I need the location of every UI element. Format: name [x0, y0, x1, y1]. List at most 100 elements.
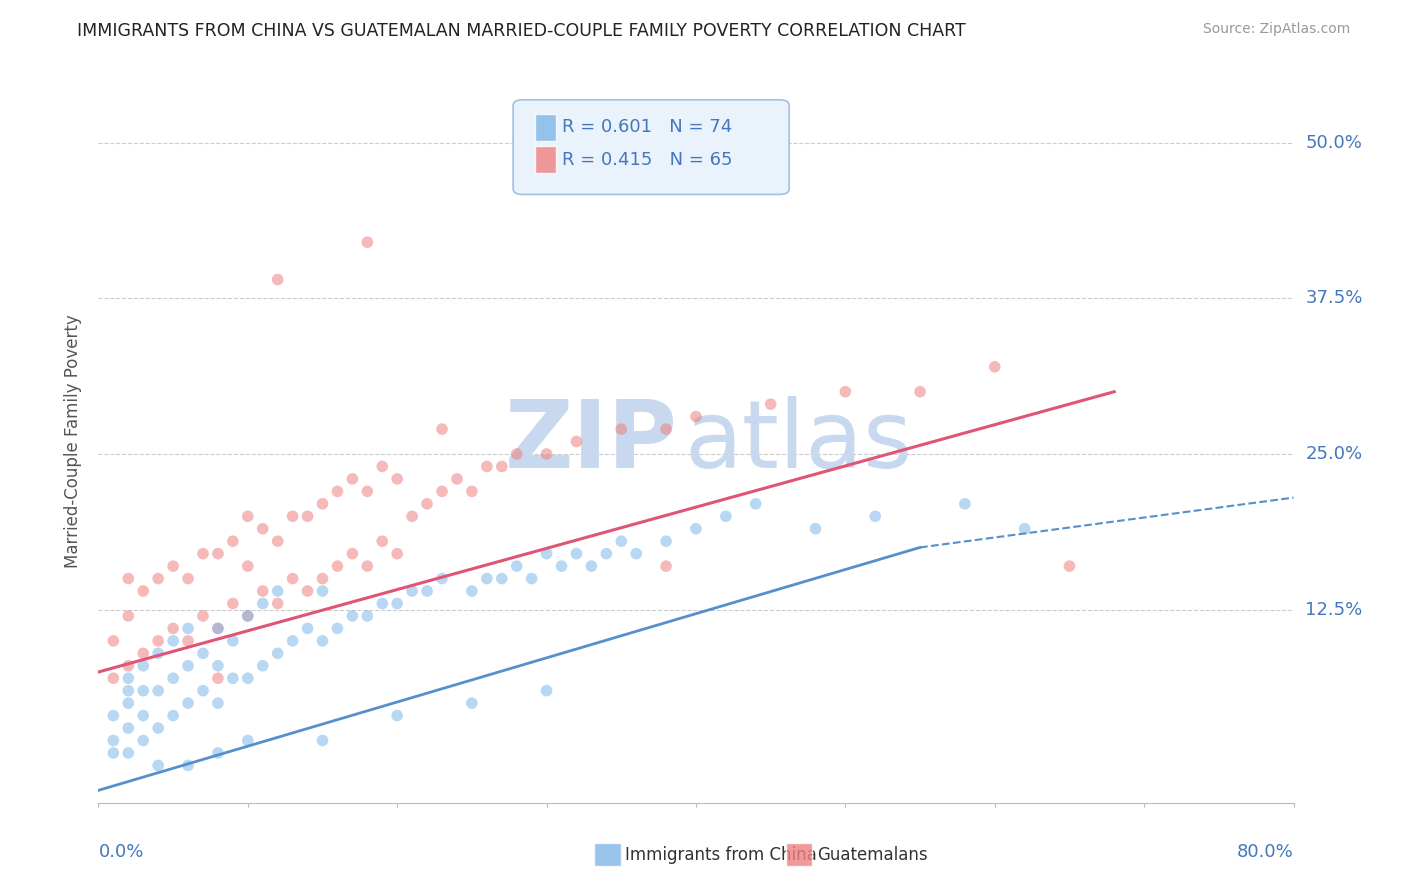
Point	[117, 746, 139, 760]
Point	[148, 633, 170, 648]
Point	[148, 683, 170, 698]
Point	[191, 683, 214, 698]
Point	[177, 696, 200, 710]
Point	[356, 484, 378, 499]
Text: R = 0.415   N = 65: R = 0.415 N = 65	[562, 151, 733, 169]
Point	[416, 584, 439, 599]
Point	[311, 572, 333, 586]
Point	[342, 472, 364, 486]
Point	[222, 597, 245, 611]
Point	[311, 633, 333, 648]
Text: Immigrants from China: Immigrants from China	[626, 846, 817, 863]
FancyBboxPatch shape	[534, 113, 557, 141]
Point	[311, 497, 333, 511]
Point	[491, 459, 513, 474]
Point	[117, 572, 139, 586]
Point	[297, 584, 319, 599]
Point	[191, 547, 214, 561]
Point	[401, 584, 423, 599]
Point	[385, 472, 409, 486]
Point	[236, 609, 259, 624]
Point	[207, 696, 229, 710]
Point	[252, 522, 274, 536]
Point	[132, 708, 155, 723]
Point	[297, 509, 319, 524]
Point	[385, 547, 409, 561]
Point	[236, 733, 259, 747]
Point	[461, 484, 484, 499]
Text: 37.5%: 37.5%	[1306, 289, 1362, 307]
Point	[132, 646, 155, 660]
Point	[342, 609, 364, 624]
Point	[117, 721, 139, 735]
Point	[236, 559, 259, 574]
Point	[236, 509, 259, 524]
Point	[132, 584, 155, 599]
Point	[430, 422, 453, 436]
Text: 12.5%: 12.5%	[1306, 600, 1362, 619]
Point	[222, 671, 245, 685]
Point	[385, 597, 409, 611]
Point	[281, 572, 304, 586]
Point	[117, 696, 139, 710]
Point	[162, 671, 184, 685]
Point	[267, 534, 290, 549]
Point	[148, 646, 170, 660]
Text: R = 0.601   N = 74: R = 0.601 N = 74	[562, 119, 733, 136]
Point	[267, 584, 290, 599]
Text: IMMIGRANTS FROM CHINA VS GUATEMALAN MARRIED-COUPLE FAMILY POVERTY CORRELATION CH: IMMIGRANTS FROM CHINA VS GUATEMALAN MARR…	[77, 22, 966, 40]
Text: atlas: atlas	[685, 395, 912, 488]
Point	[491, 572, 513, 586]
Point	[804, 522, 827, 536]
Point	[581, 559, 603, 574]
Point	[565, 434, 588, 449]
Point	[550, 559, 572, 574]
Point	[984, 359, 1007, 374]
Point	[236, 609, 259, 624]
Point	[595, 547, 617, 561]
Point	[117, 671, 139, 685]
Point	[117, 683, 139, 698]
Point	[565, 547, 588, 561]
Point	[371, 597, 394, 611]
Point	[236, 671, 259, 685]
Point	[103, 708, 125, 723]
Point	[506, 447, 529, 461]
Point	[177, 758, 200, 772]
Point	[267, 597, 290, 611]
Point	[177, 658, 200, 673]
Point	[475, 572, 498, 586]
Point	[162, 633, 184, 648]
Point	[103, 633, 125, 648]
Point	[342, 547, 364, 561]
Point	[177, 621, 200, 635]
Point	[430, 572, 453, 586]
Point	[297, 621, 319, 635]
Point	[148, 572, 170, 586]
Point	[475, 459, 498, 474]
Point	[834, 384, 856, 399]
Point	[281, 509, 304, 524]
Point	[371, 534, 394, 549]
Point	[461, 696, 484, 710]
Point	[281, 633, 304, 648]
Point	[162, 708, 184, 723]
Point	[745, 497, 768, 511]
Point	[191, 646, 214, 660]
Point	[132, 658, 155, 673]
Point	[356, 609, 378, 624]
Point	[132, 683, 155, 698]
Point	[1059, 559, 1081, 574]
Text: Guatemalans: Guatemalans	[817, 846, 928, 863]
Point	[430, 484, 453, 499]
Point	[148, 721, 170, 735]
Point	[177, 572, 200, 586]
Point	[311, 733, 333, 747]
Point	[326, 559, 349, 574]
Text: Source: ZipAtlas.com: Source: ZipAtlas.com	[1202, 22, 1350, 37]
Point	[655, 422, 678, 436]
Point	[610, 422, 633, 436]
Point	[326, 621, 349, 635]
Point	[536, 547, 558, 561]
Point	[446, 472, 468, 486]
